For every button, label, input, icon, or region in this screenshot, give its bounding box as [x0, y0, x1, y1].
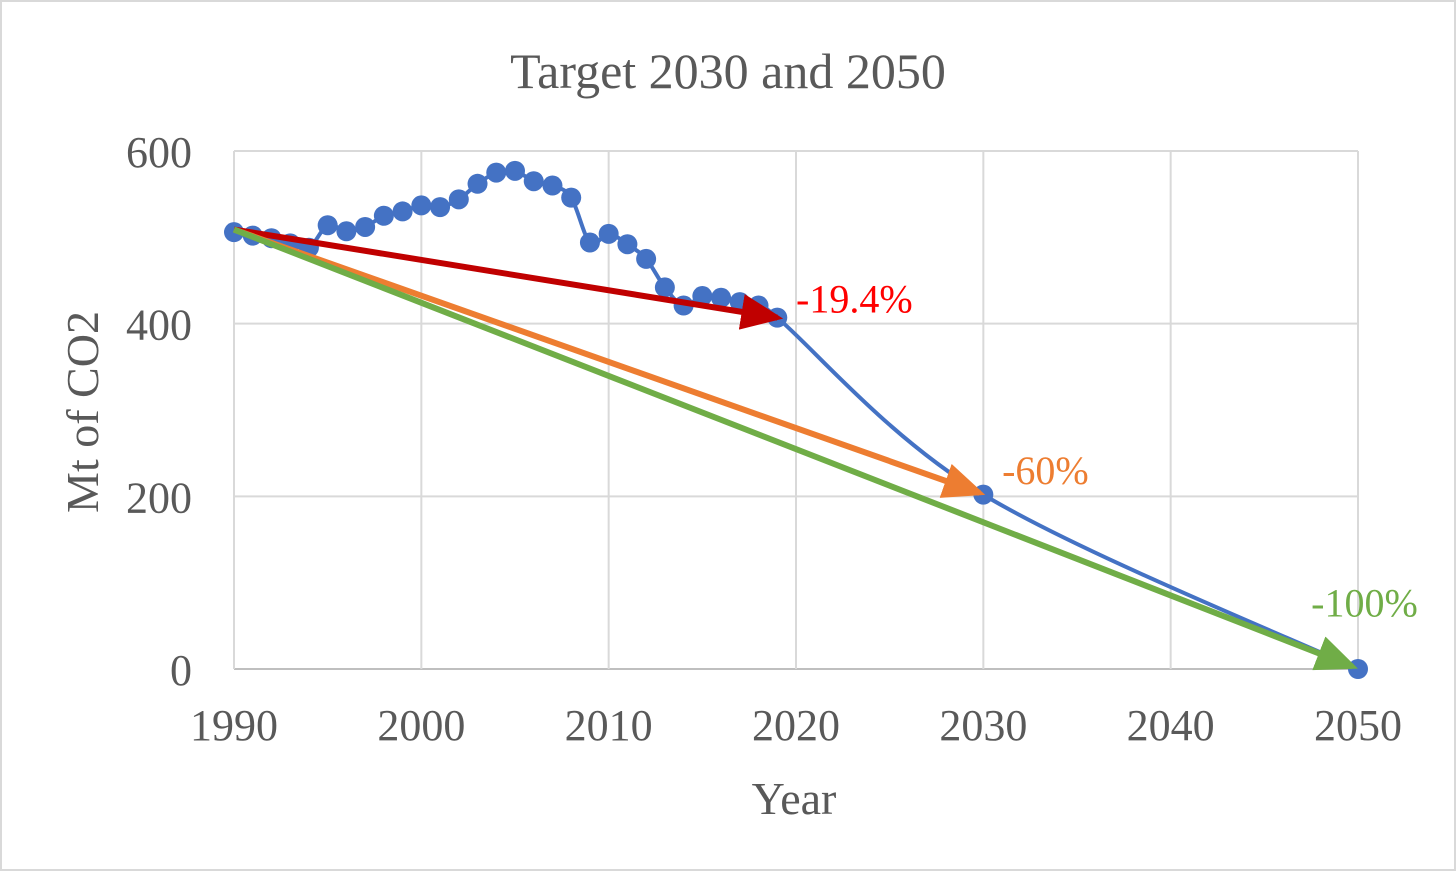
- x-axis-label: Year: [752, 773, 837, 824]
- x-axis-ticks: 1990 2000 2010 2020 2030 2040 2050: [190, 701, 1402, 750]
- emissions-data-point: [692, 286, 713, 307]
- y-tick-label: 0: [170, 646, 192, 695]
- emissions-data-point: [336, 221, 357, 242]
- emissions-data-point: [505, 160, 525, 181]
- y-axis-ticks: 0 200 400 600: [126, 128, 192, 695]
- x-tick-label: 1990: [190, 701, 278, 750]
- chart-title: Target 2030 and 2050: [510, 43, 946, 99]
- x-tick-label: 2050: [1314, 701, 1402, 750]
- grid-layer: [233, 150, 1359, 670]
- x-tick-label: 2010: [565, 701, 653, 750]
- emissions-data-point: [523, 171, 544, 192]
- emissions-data-point: [430, 197, 451, 218]
- x-tick-label: 2040: [1127, 701, 1215, 750]
- emissions-data-point: [636, 248, 657, 269]
- annotation-layer: -19.4% -60% -100%: [796, 276, 1418, 625]
- green-arrow-2050: [232, 226, 1358, 671]
- x-tick-label: 2030: [939, 701, 1027, 750]
- arrow-layer: [232, 226, 1358, 671]
- annotation-2050-label: -100%: [1311, 580, 1418, 625]
- emissions-data-point: [392, 201, 413, 222]
- y-tick-label: 600: [126, 128, 192, 177]
- emissions-data-point: [654, 277, 675, 298]
- emissions-data-point: [711, 287, 732, 308]
- red-arrow-2019: [233, 226, 784, 330]
- x-tick-label: 2000: [377, 701, 465, 750]
- y-tick-label: 200: [126, 473, 192, 522]
- emissions-data-point: [579, 232, 600, 253]
- emissions-data-point: [373, 205, 394, 226]
- emissions-data-point: [542, 175, 563, 196]
- emissions-data-point: [411, 195, 432, 216]
- emissions-data-point: [467, 173, 488, 194]
- annotation-2030-label: -60%: [1002, 448, 1089, 493]
- emissions-data-point: [561, 187, 582, 208]
- emissions-data-point: [448, 189, 469, 210]
- emissions-data-point: [317, 215, 338, 236]
- y-axis-label: Mt of CO2: [57, 311, 108, 513]
- y-tick-label: 400: [126, 301, 192, 350]
- emissions-data-point: [617, 234, 638, 255]
- emissions-data-point: [598, 223, 619, 244]
- emissions-data-point: [486, 162, 507, 183]
- annotation-2019-label: -19.4%: [796, 276, 913, 321]
- x-tick-label: 2020: [752, 701, 840, 750]
- emissions-data-point: [355, 216, 376, 237]
- orange-arrow-2030: [233, 226, 986, 498]
